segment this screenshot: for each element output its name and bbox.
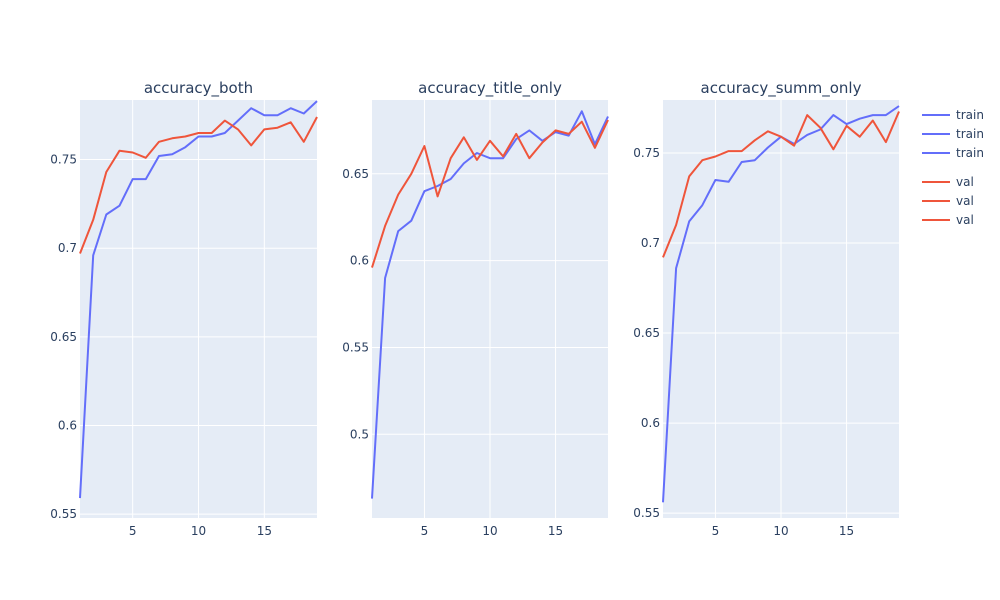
series-lines — [371, 110, 609, 499]
x-tick-label: 15 — [839, 524, 854, 538]
series-lines — [662, 105, 900, 503]
x-tick-label: 10 — [191, 524, 206, 538]
x-tick-label: 10 — [482, 524, 497, 538]
val-line — [662, 111, 900, 258]
subplot-title: accuracy_both — [144, 79, 253, 98]
x-tick-label: 5 — [421, 524, 429, 538]
train-line — [79, 100, 318, 499]
ticks: 5 10 15 0.5 0.55 0.6 0.65 — [342, 167, 563, 538]
subplot-accuracy-both: 5 10 15 0.55 0.6 0.65 0.7 0.75 accuracy_both — [50, 79, 318, 538]
y-tick-label: 0.55 — [633, 506, 660, 520]
y-tick-label: 0.75 — [633, 146, 660, 160]
gridlines — [372, 100, 608, 518]
x-tick-label: 5 — [712, 524, 720, 538]
y-tick-label: 0.7 — [641, 236, 660, 250]
gridlines — [663, 100, 899, 518]
x-tick-label: 15 — [548, 524, 563, 538]
series-lines — [79, 100, 318, 499]
val-line — [371, 119, 609, 268]
y-tick-label: 0.6 — [58, 418, 77, 432]
y-tick-label: 0.5 — [350, 427, 369, 441]
subplot-title: accuracy_title_only — [418, 79, 562, 98]
y-tick-label: 0.65 — [633, 326, 660, 340]
x-tick-label: 10 — [773, 524, 788, 538]
ticks: 5 10 15 0.55 0.6 0.65 0.7 0.75 — [50, 153, 272, 538]
legend-label: val — [956, 175, 974, 189]
gridlines — [80, 100, 317, 518]
y-tick-label: 0.6 — [641, 416, 660, 430]
legend-label: val — [956, 213, 974, 227]
legend-label: val — [956, 194, 974, 208]
subplot-title: accuracy_summ_only — [701, 79, 862, 98]
ticks: 5 10 15 0.55 0.6 0.65 0.7 0.75 — [633, 146, 854, 538]
train-line — [371, 110, 609, 499]
y-tick-label: 0.65 — [342, 167, 369, 181]
x-tick-label: 15 — [257, 524, 272, 538]
subplot-accuracy-title-only: 5 10 15 0.5 0.55 0.6 0.65 accuracy_title_only — [342, 79, 609, 538]
val-line — [79, 116, 318, 254]
legend-label: train — [956, 146, 984, 160]
subplot-accuracy-summ-only: 5 10 15 0.55 0.6 0.65 0.7 0.75 accuracy_summ_on… — [633, 79, 900, 538]
y-tick-label: 0.7 — [58, 241, 77, 255]
y-tick-label: 0.55 — [342, 340, 369, 354]
legend-label: train — [956, 108, 984, 122]
y-tick-label: 0.55 — [50, 507, 77, 521]
legend: train train train val val val — [922, 108, 984, 227]
y-tick-label: 0.6 — [350, 254, 369, 268]
x-tick-label: 5 — [129, 524, 137, 538]
y-tick-label: 0.65 — [50, 330, 77, 344]
legend-label: train — [956, 127, 984, 141]
y-tick-label: 0.75 — [50, 153, 77, 167]
